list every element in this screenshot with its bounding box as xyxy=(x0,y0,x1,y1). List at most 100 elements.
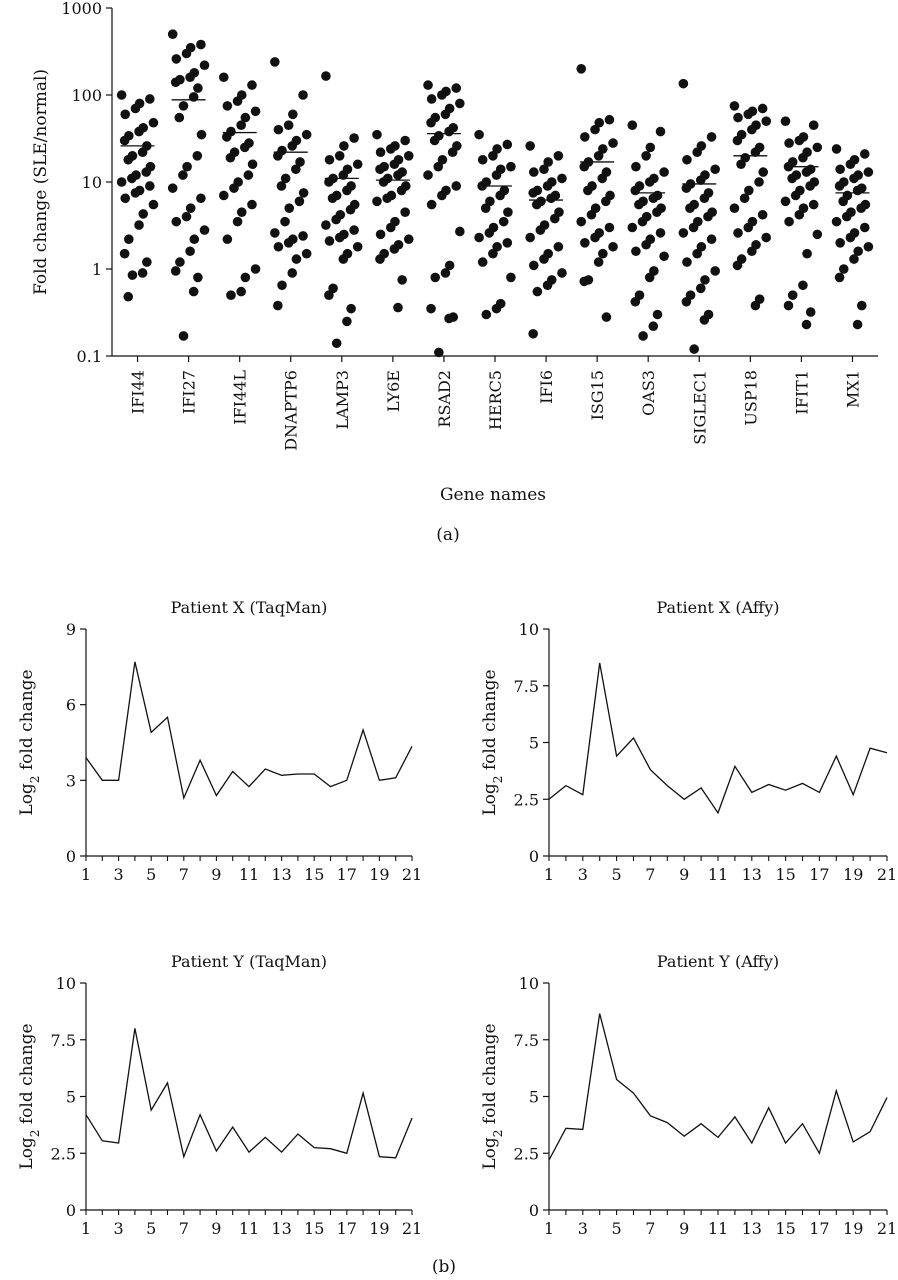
data-point xyxy=(291,254,302,264)
x-tick-label: 9 xyxy=(679,865,689,884)
x-tick-label: RSAD2 xyxy=(435,370,454,428)
y-tick-label: 1000 xyxy=(61,0,102,18)
x-tick-label: 19 xyxy=(843,865,863,884)
data-point xyxy=(298,90,308,100)
data-point xyxy=(130,103,141,114)
panel-b-label: (b) xyxy=(432,1257,456,1277)
chart-title: Patient Y (Affy) xyxy=(657,952,779,971)
x-tick-label: 11 xyxy=(708,1219,728,1238)
data-point xyxy=(437,90,447,100)
data-point xyxy=(834,181,845,191)
data-point xyxy=(174,112,185,123)
data-point xyxy=(783,300,794,311)
data-point xyxy=(218,190,229,201)
data-point xyxy=(477,257,488,267)
data-point xyxy=(808,120,819,130)
data-point xyxy=(196,193,206,204)
data-point xyxy=(853,246,863,257)
data-point xyxy=(805,181,815,191)
data-point xyxy=(502,238,513,248)
data-point xyxy=(426,199,437,210)
data-point xyxy=(801,319,812,330)
data-point xyxy=(580,132,590,142)
data-point xyxy=(593,257,604,267)
data-point xyxy=(729,203,740,213)
data-point xyxy=(706,234,717,245)
data-point xyxy=(400,135,410,146)
data-point xyxy=(845,159,856,170)
data-point xyxy=(171,216,182,227)
data-point xyxy=(634,199,644,210)
y-axis-label: Log2 fold change xyxy=(480,1023,505,1169)
data-point xyxy=(747,124,757,135)
data-point xyxy=(787,173,797,184)
data-point xyxy=(798,280,808,291)
data-point xyxy=(321,71,331,81)
data-point xyxy=(352,241,363,252)
data-point xyxy=(506,272,516,283)
data-point xyxy=(744,185,754,196)
data-point xyxy=(689,344,699,354)
x-tick-label: ISG15 xyxy=(588,370,607,420)
data-point xyxy=(396,185,407,196)
data-point xyxy=(185,203,196,213)
y-tick-label: 10 xyxy=(56,974,76,993)
x-tick-label: 1 xyxy=(81,865,91,884)
data-point xyxy=(644,272,655,283)
data-point xyxy=(733,228,743,238)
x-tick-label: 11 xyxy=(239,865,259,884)
data-point xyxy=(733,112,743,123)
data-point xyxy=(648,321,659,332)
y-tick-label: 0 xyxy=(66,847,76,866)
data-point xyxy=(170,266,181,276)
data-point xyxy=(641,151,651,161)
data-point xyxy=(583,185,593,196)
data-point xyxy=(863,167,874,177)
data-point xyxy=(426,303,436,314)
data-point xyxy=(137,268,148,278)
y-tick-label: 2.5 xyxy=(514,790,539,809)
data-point xyxy=(750,147,761,158)
data-point xyxy=(729,101,740,111)
y-tick-label: 10 xyxy=(519,620,539,639)
data-point xyxy=(601,196,611,207)
x-tick-label: 19 xyxy=(369,865,389,884)
data-point xyxy=(498,216,509,227)
data-point xyxy=(696,241,707,252)
data-point xyxy=(598,248,608,259)
y-tick-label: 2.5 xyxy=(51,1144,76,1163)
data-point xyxy=(236,286,246,297)
data-point xyxy=(474,232,484,243)
x-tick-label: 21 xyxy=(877,1219,897,1238)
data-point xyxy=(787,290,798,300)
data-point xyxy=(247,199,257,210)
x-tick-label: 7 xyxy=(179,1219,189,1238)
data-point xyxy=(338,254,349,264)
data-point xyxy=(331,338,342,349)
y-tick-label: 9 xyxy=(66,620,76,639)
data-point xyxy=(229,183,239,193)
data-point xyxy=(273,151,283,161)
chart-title: Patient Y (TaqMan) xyxy=(171,952,327,971)
data-point xyxy=(557,173,567,184)
data-point xyxy=(474,129,484,140)
x-tick-label: OAS3 xyxy=(639,370,658,416)
data-point xyxy=(287,141,298,151)
data-point xyxy=(794,209,805,220)
data-point xyxy=(270,57,280,67)
data-point xyxy=(835,164,845,175)
data-point xyxy=(324,290,334,300)
data-point xyxy=(123,154,134,165)
y-tick-label: 0 xyxy=(66,1201,76,1220)
data-point xyxy=(218,72,229,83)
data-point xyxy=(688,222,699,233)
data-point xyxy=(641,239,651,250)
x-tick-label: IFIT1 xyxy=(792,370,811,415)
y-tick-label: 7.5 xyxy=(514,1031,539,1050)
data-point xyxy=(124,234,134,245)
y-axis-label: Fold change (SLE/normal) xyxy=(31,69,51,295)
data-point xyxy=(594,117,605,128)
data-point xyxy=(859,149,870,159)
